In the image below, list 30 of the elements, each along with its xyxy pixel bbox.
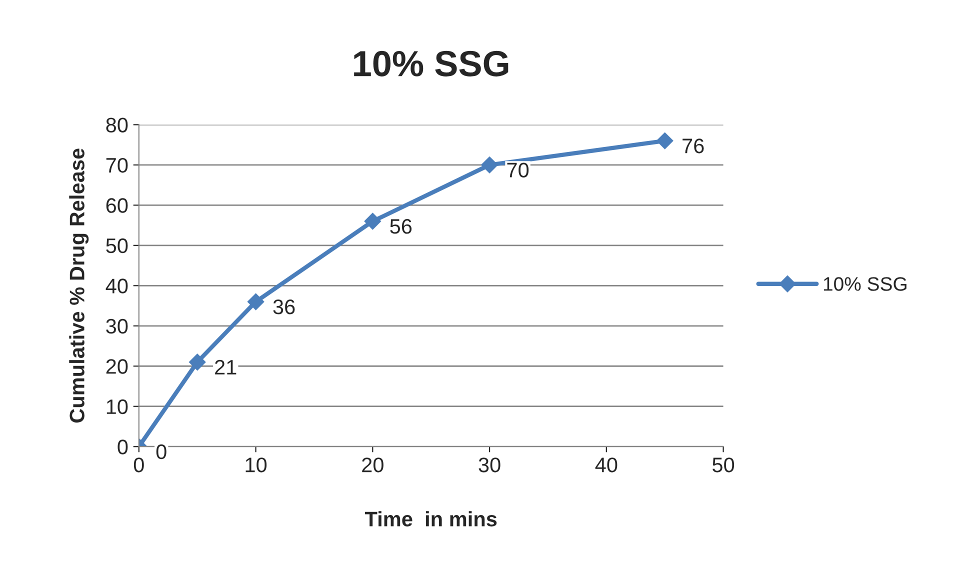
point (188, 354, 206, 370)
y-tick-label: 80 (106, 118, 128, 132)
point (656, 132, 674, 150)
x-tick-label: 50 (712, 458, 734, 472)
data-label: 76 (682, 138, 704, 154)
x-tick-label: 10 (246, 458, 267, 472)
y-tick-label: 0 (118, 440, 128, 454)
point (481, 156, 498, 174)
data-label: 56 (390, 219, 412, 234)
y-tick-label: 30 (106, 318, 128, 334)
data-label: 21 (215, 360, 236, 374)
y-tick-label: 50 (106, 238, 128, 254)
x-tick-label: 30 (478, 458, 500, 472)
y-tick-label: 70 (106, 158, 128, 173)
point (247, 293, 264, 310)
y-tick-label: 40 (106, 278, 128, 294)
x-tick-label: 20 (362, 458, 384, 472)
y-axis-title: Cumulative % Drug Release (69, 148, 89, 423)
data-label: 70 (507, 162, 529, 178)
point (364, 212, 382, 230)
legend-label: 10% SSG (824, 277, 906, 291)
data-label: 36 (273, 300, 295, 314)
x-tick-label: 0 (134, 458, 144, 472)
data-label: 0 (156, 444, 166, 460)
x-axis-title: Time in mins (364, 511, 497, 526)
x-tick-label: 40 (595, 458, 618, 472)
y-tick-label: 10 (106, 399, 128, 414)
chart-title: 10% SSG (354, 50, 508, 76)
y-tick-label: 20 (106, 359, 128, 374)
y-tick-label: 60 (106, 198, 128, 213)
